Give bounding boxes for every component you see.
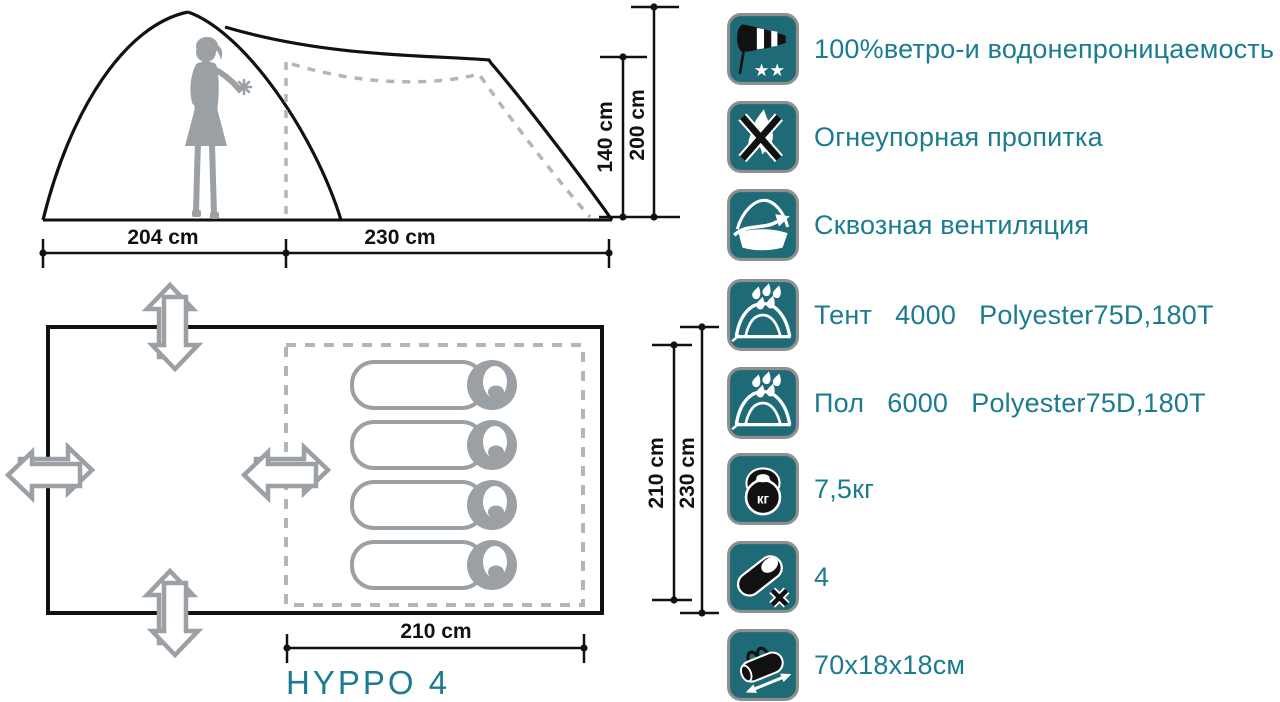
inner-door-arrow [244, 447, 328, 498]
feature-row-floor-rating: Пол 6000 Polyester75D,180T [726, 366, 1206, 440]
rain-protection-tent-icon [726, 278, 800, 352]
feature-label: Сквозная вентиляция [814, 209, 1090, 240]
inner-room-dashed-outline [284, 343, 585, 607]
product-title: HYPPO 4 [286, 664, 451, 701]
inner-tent-dashed-outline [284, 62, 592, 219]
tent-floor-plan-diagram: 210 cm 210 cm 230 cm [0, 280, 719, 663]
sleeping-capacity-icon [726, 540, 800, 614]
feature-row-capacity: 4 [726, 540, 829, 614]
outer-height-label: 200 cm [626, 89, 649, 160]
windsock-icon [726, 12, 800, 86]
side-width-left-label: 204 cm [127, 226, 198, 249]
feature-label: 7,5кг [814, 473, 875, 504]
feature-label: Тент 4000 Polyester75D,180T [814, 299, 1214, 330]
feature-row-weight: 7,5кг [726, 452, 874, 526]
ventilation-icon [726, 188, 800, 262]
feature-label: Огнеупорная пропитка [814, 121, 1103, 152]
packed-size-icon [726, 628, 800, 702]
feature-label: 70х18х18см [814, 649, 966, 680]
plan-outer-depth-label: 230 cm [676, 437, 699, 508]
flower-in-hand [235, 78, 253, 96]
rain-protection-floor-icon [726, 366, 800, 440]
side-width-right-label: 230 cm [364, 226, 435, 249]
plan-inner-depth-label: 210 cm [645, 437, 668, 508]
feature-label: 100%ветро-и водонепроницаемость [814, 33, 1275, 64]
tent-side-view-diagram: 204 cm 230 cm 140 cm 200 cm [39, 3, 680, 268]
weight-icon [726, 452, 800, 526]
feature-row-fireproof: Огнеупорная пропитка [726, 100, 1103, 174]
feature-row-windproof: 100%ветро-и водонепроницаемость [726, 12, 1274, 86]
inner-height-label: 140 cm [594, 101, 617, 172]
no-fire-icon [726, 100, 800, 174]
feature-label: 4 [814, 561, 830, 592]
feature-row-fly-rating: Тент 4000 Polyester75D,180T [726, 278, 1214, 352]
feature-label: Пол 6000 Polyester75D,180T [814, 387, 1206, 418]
person-silhouette [185, 37, 253, 219]
feature-row-ventilation: Сквозная вентиляция [726, 188, 1089, 262]
tent-outline [41, 10, 614, 221]
feature-row-packed-size: 70х18х18см [726, 628, 965, 702]
plan-bottom-width-label: 210 cm [400, 620, 471, 643]
sleeping-bags [350, 360, 517, 590]
